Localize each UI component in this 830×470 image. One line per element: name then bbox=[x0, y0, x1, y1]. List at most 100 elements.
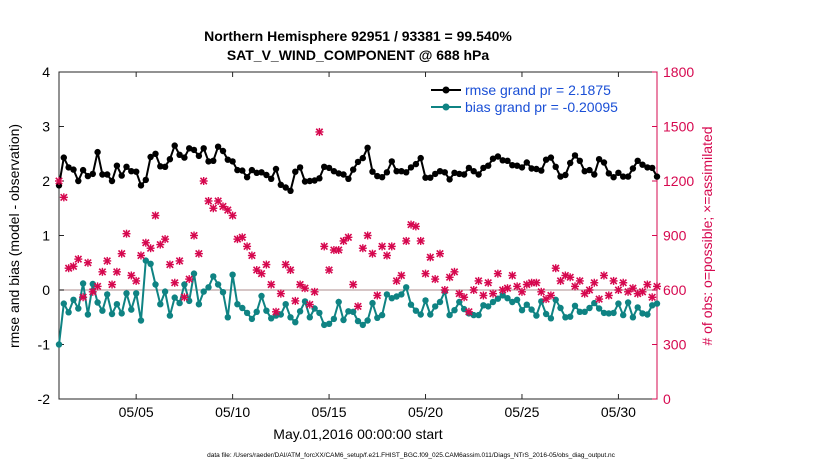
rmse-point bbox=[316, 175, 323, 182]
assimilated-point bbox=[455, 289, 464, 298]
assimilated-point bbox=[272, 307, 281, 316]
bias-point bbox=[137, 317, 145, 324]
assimilated-point bbox=[508, 271, 517, 280]
assimilated-point bbox=[320, 242, 329, 251]
assimilated-point bbox=[339, 236, 348, 245]
bias-point bbox=[325, 320, 333, 327]
bias-point bbox=[485, 303, 492, 310]
x-tick-label: 05/30 bbox=[601, 404, 636, 420]
bias-point bbox=[605, 310, 612, 317]
assimilated-point bbox=[59, 193, 68, 202]
rmse-point bbox=[210, 157, 217, 164]
rmse-point bbox=[412, 160, 420, 168]
assimilated-point bbox=[238, 233, 247, 242]
rmse-point bbox=[171, 142, 178, 149]
bias-point bbox=[171, 294, 178, 301]
assimilated-point bbox=[170, 278, 179, 287]
assimilated-point bbox=[426, 253, 435, 262]
rmse-point bbox=[137, 182, 145, 189]
y-right-tick-label: 1500 bbox=[663, 119, 694, 135]
rmse-point bbox=[311, 177, 318, 184]
assimilated-point bbox=[300, 284, 309, 293]
y-right-tick-label: 1800 bbox=[663, 64, 694, 80]
bias-point bbox=[528, 306, 535, 313]
rmse-point bbox=[325, 164, 333, 172]
rmse-point bbox=[533, 165, 540, 173]
bias-point bbox=[75, 305, 82, 312]
assimilated-point bbox=[136, 251, 145, 260]
rmse-point bbox=[581, 168, 588, 175]
y-tick-label: -2 bbox=[38, 391, 51, 407]
y-right-tick-label: 0 bbox=[663, 391, 671, 407]
assimilated-point bbox=[209, 204, 218, 213]
assimilated-point bbox=[648, 293, 657, 302]
bias-point bbox=[321, 321, 328, 329]
legend-rmse-label: rmse grand pr = 2.1875 bbox=[465, 82, 611, 98]
assimilated-point bbox=[267, 280, 276, 289]
assimilated-point bbox=[421, 269, 430, 278]
assimilated-point bbox=[243, 242, 252, 251]
bias-point bbox=[210, 273, 217, 280]
bias-point bbox=[427, 311, 434, 318]
assimilated-point bbox=[474, 276, 483, 285]
assimilated-point bbox=[349, 280, 358, 289]
bias-point bbox=[113, 301, 121, 308]
rmse-point bbox=[485, 162, 492, 169]
assimilated-point bbox=[493, 269, 502, 278]
rmse-point bbox=[55, 182, 63, 189]
rmse-point bbox=[70, 166, 77, 173]
rmse-point bbox=[306, 177, 313, 185]
assimilated-point bbox=[638, 287, 647, 296]
rmse-point bbox=[446, 176, 453, 183]
rmse-point bbox=[615, 169, 622, 176]
y-tick-label: -1 bbox=[38, 337, 51, 353]
assimilated-point bbox=[378, 242, 387, 251]
bias-point bbox=[460, 305, 468, 313]
bias-point bbox=[644, 311, 651, 318]
assimilated-point bbox=[643, 280, 652, 289]
rmse-point bbox=[634, 157, 641, 164]
bias-point bbox=[571, 302, 579, 309]
bias-point bbox=[446, 311, 453, 319]
assimilated-point bbox=[397, 271, 406, 280]
bias-point bbox=[166, 312, 174, 319]
bias-point bbox=[301, 298, 309, 305]
y-axis-right: 1800 1500 1200 900 600 300 0 bbox=[652, 64, 694, 407]
assimilated-point bbox=[310, 287, 319, 296]
bias-point bbox=[123, 290, 130, 297]
rmse-point bbox=[513, 162, 521, 169]
rmse-point bbox=[518, 164, 526, 171]
assimilated-point bbox=[503, 284, 512, 293]
rmse-point bbox=[224, 156, 231, 163]
y-axis-right-label: # of obs: o=possible; ×=assimilated bbox=[699, 126, 715, 345]
rmse-point bbox=[528, 165, 535, 172]
bias-point bbox=[417, 311, 424, 318]
bias-point bbox=[383, 291, 391, 298]
rmse-point bbox=[133, 168, 140, 175]
bias-point bbox=[412, 307, 420, 314]
x-tick-label: 05/10 bbox=[215, 404, 250, 420]
bias-point bbox=[470, 311, 477, 319]
assimilated-point bbox=[83, 258, 92, 267]
bias-point bbox=[610, 309, 617, 317]
rmse-point bbox=[292, 168, 299, 175]
rmse-point bbox=[354, 158, 362, 166]
bias-point bbox=[451, 307, 458, 314]
bias-point bbox=[263, 307, 270, 314]
assimilated-point bbox=[194, 249, 203, 258]
rmse-point bbox=[441, 169, 448, 176]
rmse-point bbox=[181, 154, 188, 161]
rmse-point bbox=[84, 172, 92, 180]
x-tick-label: 05/05 bbox=[119, 404, 154, 420]
rmse-point bbox=[475, 171, 482, 178]
rmse-point bbox=[234, 166, 241, 174]
rmse-point bbox=[176, 151, 183, 158]
bias-point bbox=[649, 302, 656, 309]
bias-point bbox=[393, 293, 400, 300]
assimilated-point bbox=[146, 244, 155, 253]
bias-point bbox=[229, 271, 236, 278]
bias-point bbox=[509, 298, 516, 306]
bias-point bbox=[350, 308, 357, 315]
bias-point bbox=[205, 284, 212, 291]
rmse-point bbox=[586, 166, 593, 174]
